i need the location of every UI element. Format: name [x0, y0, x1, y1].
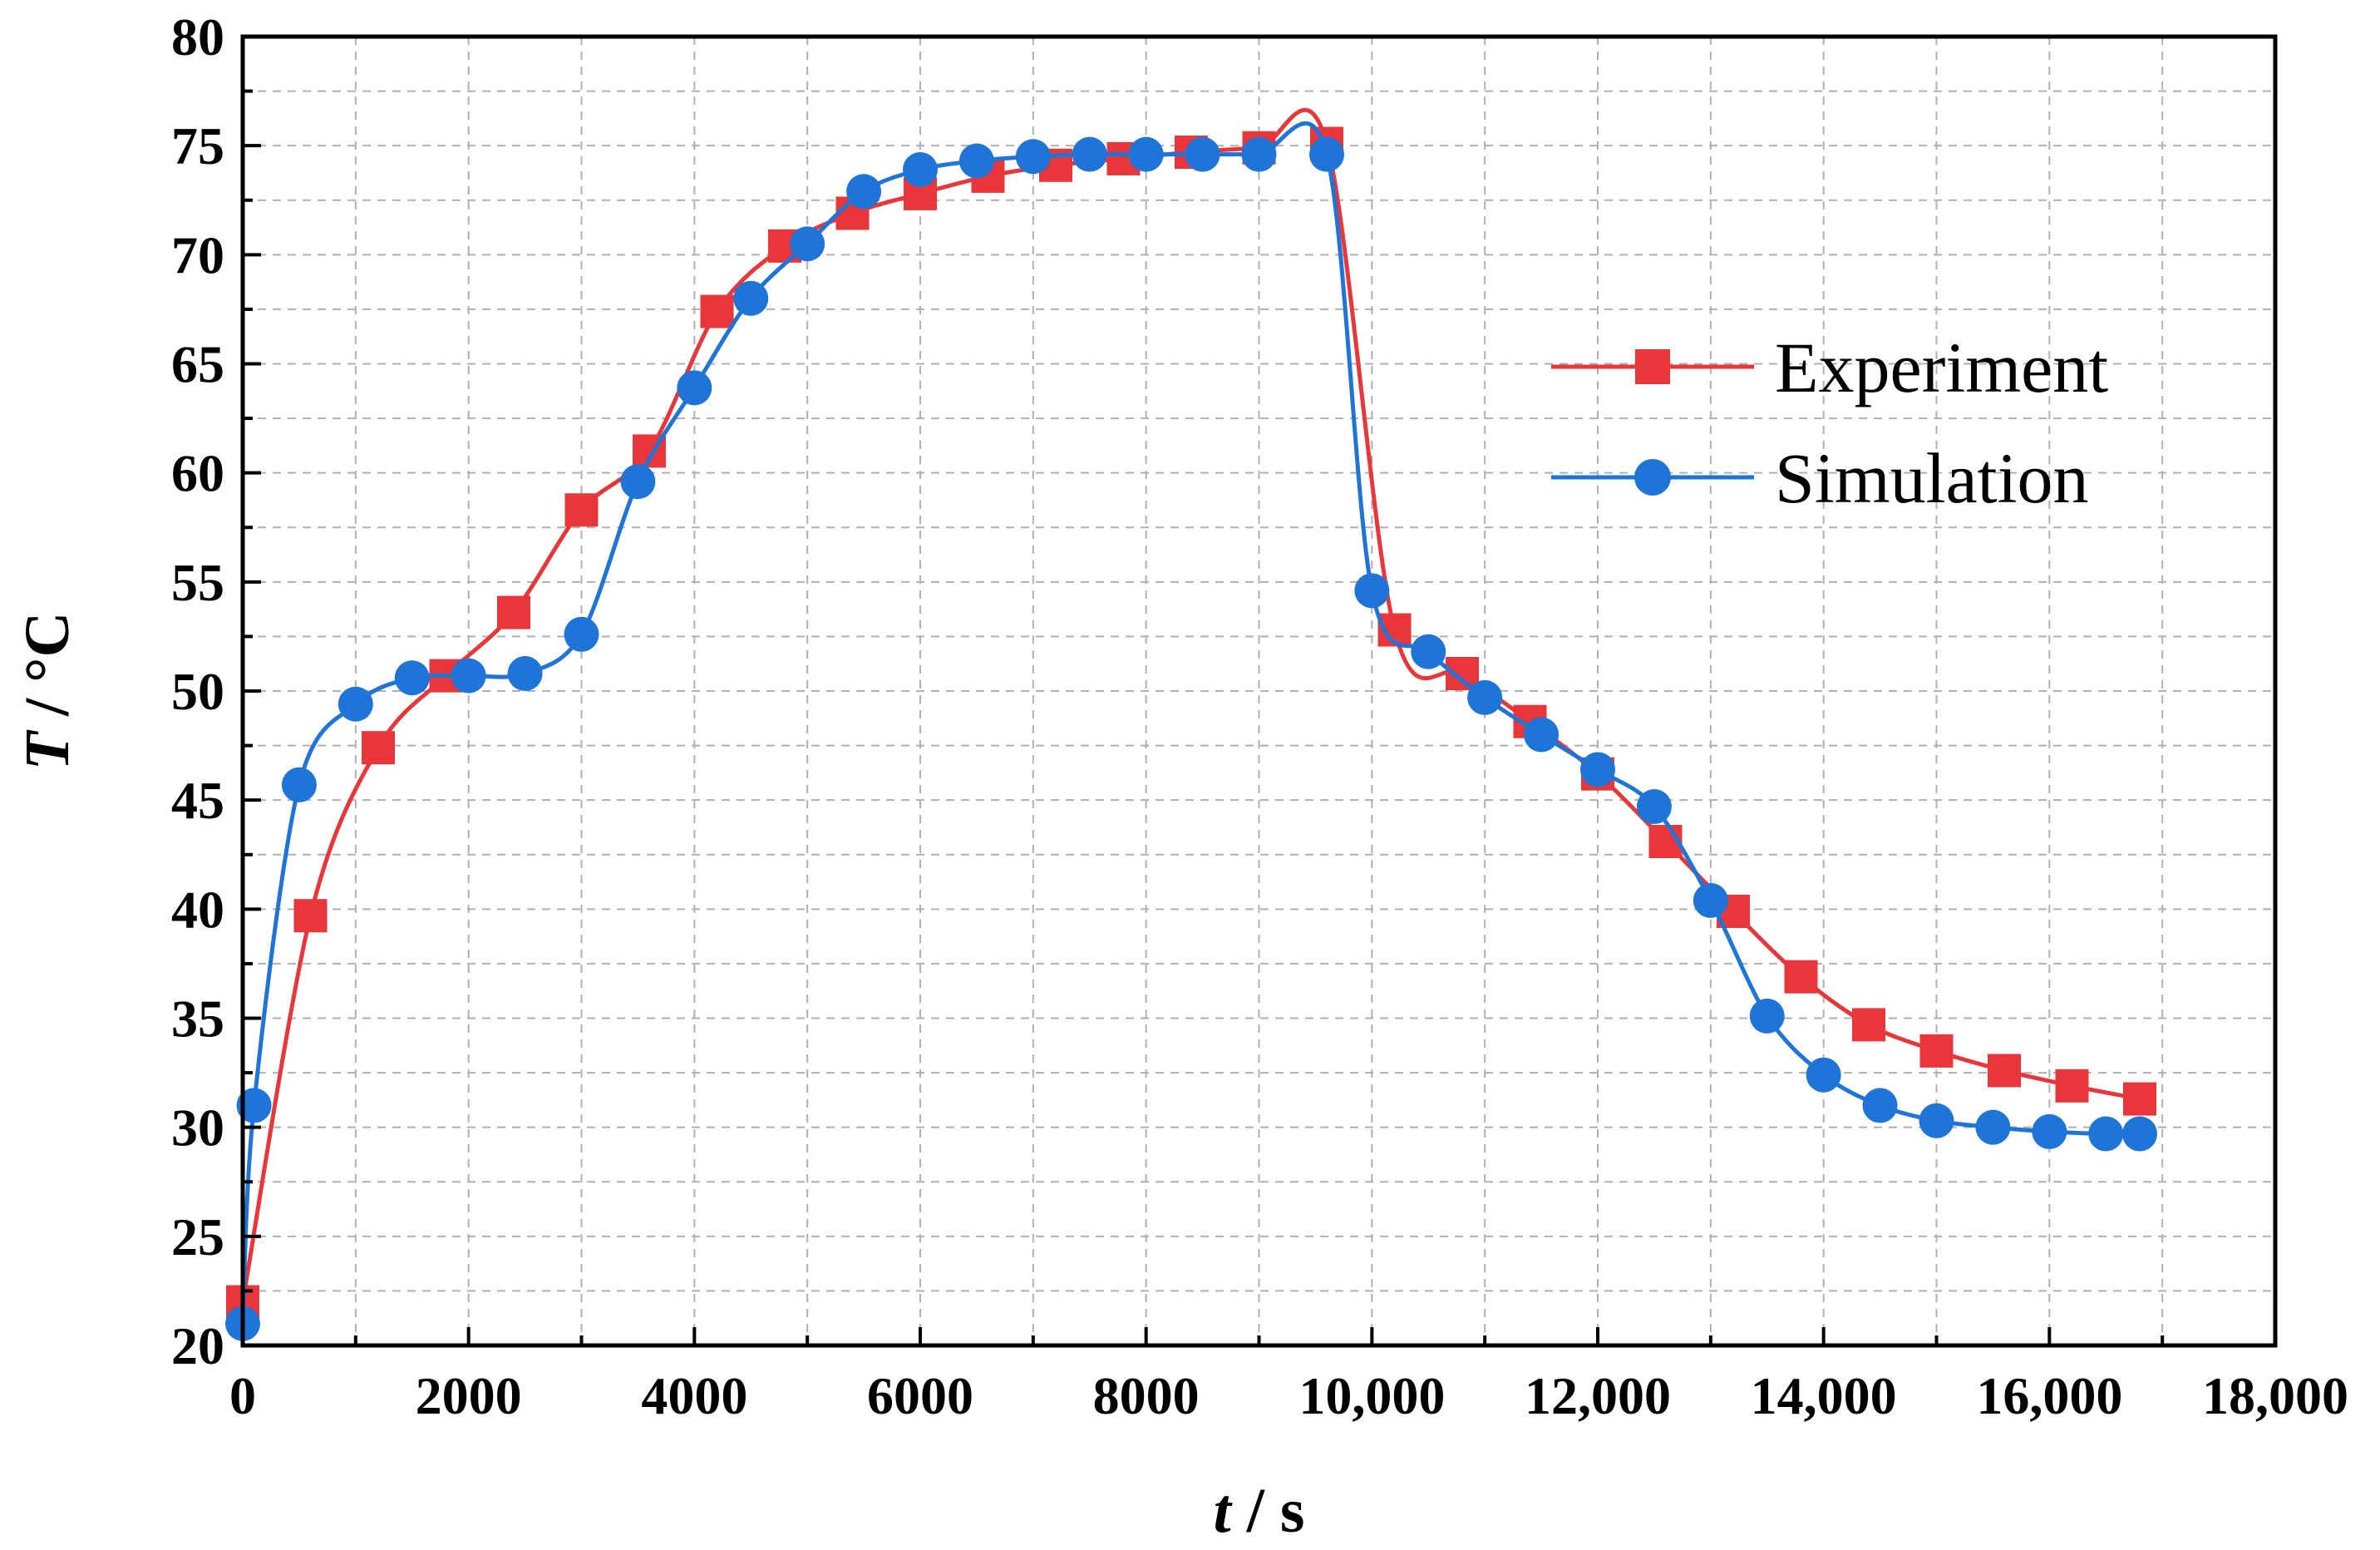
experiment-point — [1852, 1008, 1885, 1042]
y-tick-label: 55 — [171, 553, 224, 612]
simulation-point — [1580, 752, 1615, 787]
simulation-point — [564, 616, 599, 652]
simulation-point — [1749, 998, 1785, 1034]
simulation-point — [2032, 1113, 2067, 1149]
x-tick-label: 14,000 — [1751, 1366, 1897, 1425]
simulation-line — [240, 121, 2141, 1324]
experiment-point — [497, 595, 530, 629]
y-tick-label: 40 — [171, 880, 224, 939]
series-simulation — [225, 121, 2157, 1341]
y-tick-label: 75 — [171, 116, 224, 175]
experiment-point — [2123, 1082, 2156, 1116]
grid — [243, 37, 2275, 1345]
simulation-point — [1919, 1103, 1954, 1138]
simulation-point — [1128, 136, 1164, 172]
y-tick-label: 35 — [171, 990, 224, 1049]
legend-simulation-marker — [1634, 459, 1671, 496]
legend-simulation-label: Simulation — [1775, 438, 2088, 518]
simulation-point — [1524, 717, 1560, 753]
simulation-point — [1411, 634, 1446, 669]
x-tick-label: 16,000 — [1976, 1366, 2122, 1425]
y-tick-label: 20 — [171, 1316, 224, 1375]
x-tick-label: 6000 — [867, 1366, 973, 1425]
x-tick-label: 12,000 — [1525, 1366, 1671, 1425]
simulation-point — [1309, 136, 1344, 172]
simulation-point — [1693, 882, 1728, 918]
simulation-point — [236, 1088, 272, 1123]
simulation-point — [1354, 573, 1390, 609]
simulation-point — [1015, 139, 1051, 175]
y-tick-label: 80 — [171, 7, 224, 67]
x-tick-label: 8000 — [1093, 1366, 1200, 1425]
axes: 0 2000 4000 6000 8000 10,000 12,000 14,000 16,00… — [171, 7, 2348, 1425]
y-tick-label: 65 — [171, 335, 224, 394]
simulation-point — [1241, 136, 1277, 172]
simulation-point — [1072, 136, 1107, 172]
experiment-line — [240, 107, 2141, 1302]
y-tick-label: 45 — [171, 771, 224, 830]
simulation-point — [1806, 1057, 1841, 1093]
x-tick-label: 10,000 — [1298, 1366, 1445, 1425]
simulation-point — [507, 656, 543, 692]
legend-experiment-label: Experiment — [1775, 328, 2108, 407]
y-tick-label: 50 — [171, 662, 224, 721]
y-tick-label: 60 — [171, 444, 224, 503]
legend: Experiment Simulation — [1551, 328, 2108, 518]
simulation-point — [733, 280, 769, 316]
simulation-point — [903, 152, 938, 188]
simulation-point — [1636, 789, 1672, 825]
simulation-point — [1975, 1109, 2011, 1145]
simulation-point — [958, 143, 994, 179]
experiment-point — [1919, 1034, 1954, 1068]
simulation-point — [1862, 1088, 1898, 1123]
simulation-point — [677, 370, 712, 406]
x-axis-title: t / s — [1214, 1476, 1305, 1546]
y-tick-label: 70 — [171, 225, 224, 284]
experiment-point — [362, 731, 395, 765]
x-tick-label: 0 — [229, 1366, 256, 1425]
simulation-point — [2122, 1116, 2157, 1152]
series-experiment — [226, 107, 2156, 1319]
experiment-point — [293, 899, 328, 933]
experiment-point — [2055, 1069, 2089, 1103]
simulation-point — [451, 658, 486, 694]
experiment-point — [700, 294, 734, 328]
simulation-point — [790, 226, 825, 262]
plot-series — [225, 107, 2157, 1341]
x-tick-label: 2000 — [416, 1366, 522, 1425]
simulation-point — [2088, 1116, 2124, 1152]
legend-experiment-marker — [1635, 349, 1670, 384]
simulation-point — [1467, 679, 1503, 715]
experiment-point — [564, 493, 599, 527]
x-tick-label: 18,000 — [2202, 1366, 2348, 1425]
y-tick-label: 25 — [171, 1207, 224, 1266]
experiment-point — [1988, 1054, 2021, 1088]
simulation-point — [620, 464, 656, 500]
x-tick-label: 4000 — [641, 1366, 747, 1425]
simulation-point — [338, 686, 373, 722]
y-tick-label: 30 — [171, 1098, 224, 1158]
simulation-point — [846, 174, 882, 210]
simulation-point — [394, 660, 430, 696]
simulation-point — [1185, 136, 1220, 172]
simulation-point — [281, 767, 317, 802]
y-axis-title: T / °C — [12, 612, 82, 771]
experiment-point — [1784, 960, 1818, 994]
